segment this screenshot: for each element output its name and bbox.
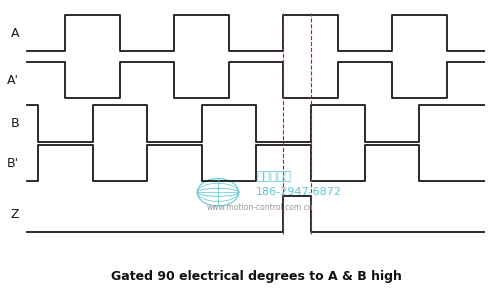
Text: B: B (11, 117, 19, 130)
Text: Z: Z (11, 208, 19, 221)
Text: 西安德伍拓: 西安德伍拓 (256, 170, 290, 183)
Text: B': B' (7, 157, 19, 170)
Text: A': A' (7, 74, 19, 87)
Text: 186‑2947‑6872: 186‑2947‑6872 (256, 187, 342, 197)
Text: www.motion-control.com.cn: www.motion-control.com.cn (206, 203, 313, 212)
Text: A: A (11, 27, 19, 40)
Text: Gated 90 electrical degrees to A & B high: Gated 90 electrical degrees to A & B hig… (110, 270, 401, 283)
